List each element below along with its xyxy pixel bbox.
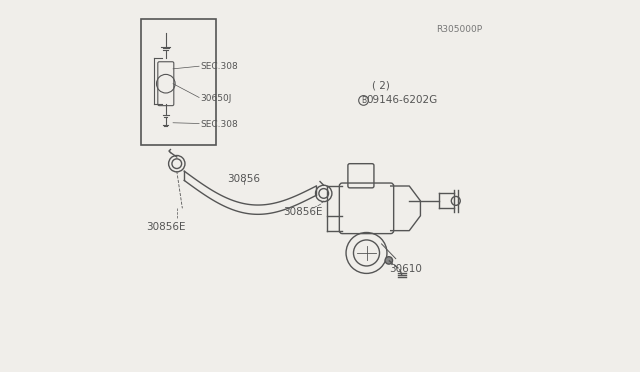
Text: 09146-6202G: 09146-6202G bbox=[367, 96, 438, 105]
Text: SEC.308: SEC.308 bbox=[200, 62, 238, 71]
Bar bbox=[141, 19, 216, 145]
Text: 30610: 30610 bbox=[381, 244, 422, 273]
Text: 30650J: 30650J bbox=[200, 94, 232, 103]
Text: ( 2): ( 2) bbox=[372, 81, 390, 90]
Text: 30856E: 30856E bbox=[146, 222, 186, 232]
Text: 30856: 30856 bbox=[227, 174, 260, 183]
Text: SEC.308: SEC.308 bbox=[200, 120, 238, 129]
Circle shape bbox=[385, 257, 392, 264]
Text: 30856E: 30856E bbox=[284, 207, 323, 217]
Text: B: B bbox=[361, 96, 366, 105]
Text: R305000P: R305000P bbox=[436, 25, 483, 34]
